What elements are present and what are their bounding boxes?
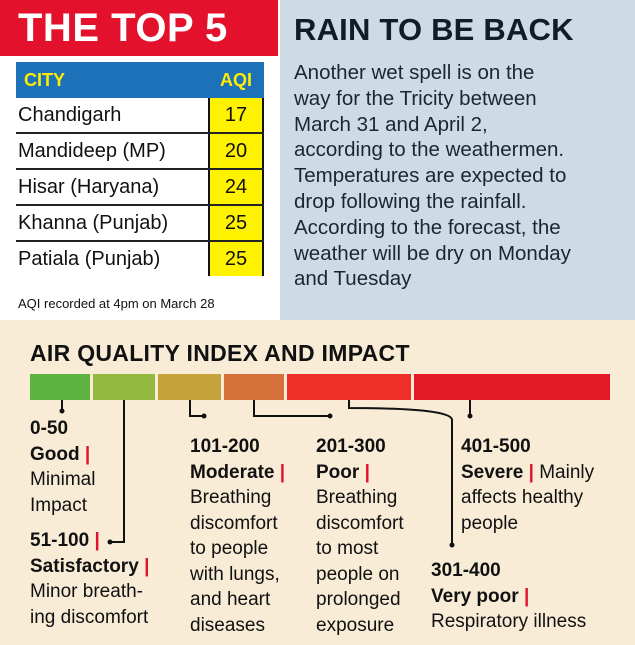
rain-panel: RAIN TO BE BACK Another wet spell is on … xyxy=(280,0,635,320)
category-name: Satisfactory xyxy=(30,555,139,577)
category-desc-line: prolonged xyxy=(316,589,401,610)
table-row: Mandideep (MP) 20 xyxy=(16,133,264,170)
top5-title: THE TOP 5 xyxy=(0,0,278,56)
connector-dot xyxy=(107,539,113,545)
separator: | xyxy=(528,461,534,483)
category-range: 201-300 xyxy=(316,436,386,457)
rain-line: and Tuesday xyxy=(294,267,412,291)
separator: | xyxy=(279,461,286,483)
aqi-cell: 25 xyxy=(208,205,264,242)
rain-title: RAIN TO BE BACK xyxy=(294,12,574,47)
category-desc-line: affects healthy xyxy=(461,487,584,508)
category-desc-line: Respiratory illness xyxy=(431,611,587,632)
table-row: Hisar (Haryana) 24 xyxy=(16,169,264,206)
rain-line: According to the forecast, the xyxy=(294,215,561,239)
category-desc-line: diseases xyxy=(190,614,265,636)
category-desc-line: Breathing xyxy=(190,487,272,508)
category-desc-line: ing discomfort xyxy=(30,606,149,628)
aqi-category-satisfactory: 51-100 | Satisfactory | Minor breath- in… xyxy=(30,528,180,630)
category-name: Good xyxy=(30,443,80,465)
connector-dot xyxy=(201,413,207,419)
city-cell: Hisar (Haryana) xyxy=(16,169,209,206)
city-cell: Patiala (Punjab) xyxy=(18,247,161,270)
category-name: Severe xyxy=(461,461,524,483)
category-desc-line: Minor breath- xyxy=(30,581,143,602)
rain-line: according to the weathermen. xyxy=(294,138,565,162)
category-desc-line: and heart xyxy=(190,589,271,610)
scale-segment-good xyxy=(30,374,90,400)
city-column-header: CITY xyxy=(16,62,210,98)
scale-segment-severe xyxy=(414,374,610,400)
scale-segment-very-poor xyxy=(287,374,411,400)
category-range: 101-200 xyxy=(190,436,260,457)
category-desc-line: discomfort xyxy=(316,512,404,534)
category-desc-line: discomfort xyxy=(190,512,278,534)
rain-line: drop following the rainfall. xyxy=(294,189,527,213)
aqi-cell: 24 xyxy=(208,169,264,206)
scale-segment-satisfactory xyxy=(93,374,155,400)
aqi-impact-panel: AIR QUALITY INDEX AND IMPACT 0-50 Good |… xyxy=(0,320,635,645)
scale-segment-moderate xyxy=(158,374,221,400)
category-desc-line: Impact xyxy=(30,494,88,516)
category-name: Moderate xyxy=(190,461,275,483)
category-desc-line: Breathing xyxy=(316,487,398,508)
city-cell: Khanna (Punjab) xyxy=(16,205,209,242)
category-desc-inline: Mainly xyxy=(539,461,595,483)
connector-lines xyxy=(59,400,473,548)
aqi-category-moderate: 101-200 Moderate | Breathing discomfort … xyxy=(190,434,310,638)
aqi-note: AQI recorded at 4pm on March 28 xyxy=(18,296,215,311)
aqi-table: CITY AQI Chandigarh 17 Mandideep (MP) 20… xyxy=(16,62,264,276)
city-cell: Chandigarh xyxy=(16,98,209,134)
separator: | xyxy=(94,530,100,551)
connector-poor xyxy=(253,400,330,417)
aqi-table-header-row: CITY AQI xyxy=(16,62,264,98)
table-row: Patiala (Punjab) 25 xyxy=(16,241,264,276)
category-range: 0-50 xyxy=(30,418,69,439)
table-row: Chandigarh 17 xyxy=(16,98,264,134)
scale-segment-poor xyxy=(224,374,284,400)
aqi-category-poor: 201-300 Poor | Breathing discomfort to m… xyxy=(316,434,426,638)
rain-line: weather will be dry on Monday xyxy=(294,241,571,265)
category-desc-line: to people xyxy=(190,538,269,559)
separator: | xyxy=(84,443,91,465)
connector-dot xyxy=(467,413,473,419)
aqi-column-header: AQI xyxy=(208,62,264,98)
category-name: Very poor xyxy=(431,585,519,607)
category-name: Poor xyxy=(316,461,360,483)
connector-dot xyxy=(449,542,455,548)
connector-satisfactory xyxy=(110,400,125,543)
connector-dot xyxy=(327,413,333,419)
table-row: Khanna (Punjab) 25 xyxy=(16,205,264,242)
aqi-cell: 17 xyxy=(208,98,264,134)
category-range: 401-500 xyxy=(461,436,531,457)
rain-line: Another wet spell is on the xyxy=(294,61,535,84)
separator: | xyxy=(523,585,530,607)
category-desc-line: exposure xyxy=(316,614,395,636)
connector-moderate xyxy=(189,400,204,417)
separator: | xyxy=(364,461,370,483)
aqi-category-good: 0-50 Good | Minimal Impact xyxy=(30,416,120,518)
category-desc-line: with lungs, xyxy=(190,563,280,585)
aqi-category-severe: 401-500 Severe | Mainly affects healthy … xyxy=(461,434,626,536)
aqi-cell: 25 xyxy=(208,241,264,276)
rain-line: Temperatures are expected to xyxy=(294,164,567,188)
aqi-cell: 20 xyxy=(208,133,264,170)
rain-line: way for the Tricity between xyxy=(294,86,537,110)
impact-title: AIR QUALITY INDEX AND IMPACT xyxy=(30,340,410,366)
category-desc-line: people on xyxy=(316,563,400,585)
aqi-category-very-poor: 301-400 Very poor | Respiratory illness xyxy=(431,558,621,635)
category-desc-line: people xyxy=(461,512,519,534)
category-range: 301-400 xyxy=(431,560,501,581)
category-desc-line: to most xyxy=(316,538,379,559)
rain-line: March 31 and April 2, xyxy=(294,112,488,136)
rain-body: Another wet spell is on the way for the … xyxy=(294,60,624,292)
top5-panel: THE TOP 5 CITY AQI Chandigarh 17 Mandide… xyxy=(0,0,280,320)
separator: | xyxy=(144,555,150,577)
category-range: 51-100 xyxy=(30,530,90,551)
city-cell: Mandideep (MP) xyxy=(16,133,209,170)
connector-very-poor xyxy=(348,400,453,545)
category-desc-line: Minimal xyxy=(30,469,96,490)
connector-dot xyxy=(59,408,65,414)
